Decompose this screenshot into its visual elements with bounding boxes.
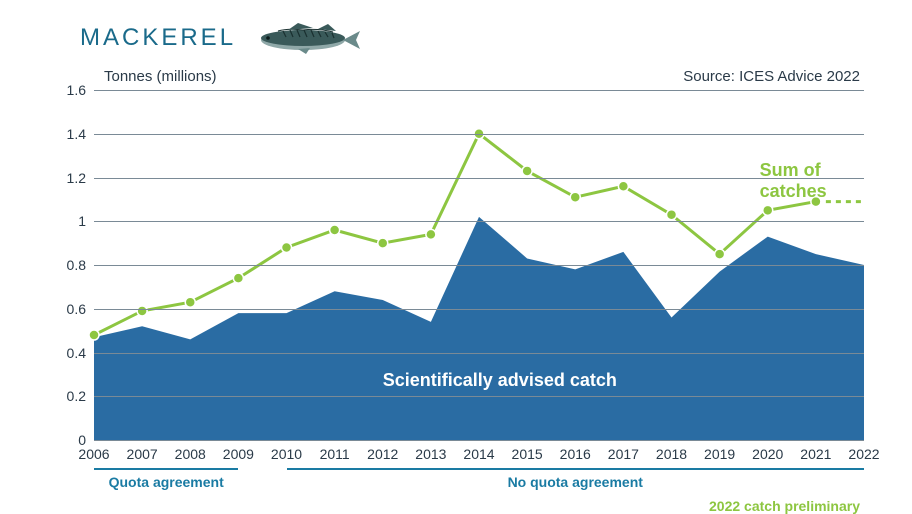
catches-marker xyxy=(137,306,147,316)
x-tick-label: 2014 xyxy=(463,440,494,462)
x-tick-label: 2010 xyxy=(271,440,302,462)
x-tick-label: 2020 xyxy=(752,440,783,462)
catches-marker xyxy=(618,181,628,191)
y-tick-label: 1 xyxy=(64,213,94,229)
y-tick-label: 0.4 xyxy=(64,345,94,361)
period-label: No quota agreement xyxy=(287,474,865,490)
gridline xyxy=(94,309,864,310)
y-tick-label: 1.6 xyxy=(64,82,94,98)
x-tick-label: 2008 xyxy=(175,440,206,462)
catches-marker xyxy=(570,192,580,202)
mackerel-fish-icon xyxy=(248,18,378,58)
x-tick-label: 2017 xyxy=(608,440,639,462)
chart-container: Tonnes (millions) Source: ICES Advice 20… xyxy=(60,68,870,488)
gridline xyxy=(94,396,864,397)
catches-marker xyxy=(233,273,243,283)
x-tick-label: 2012 xyxy=(367,440,398,462)
x-tick-label: 2019 xyxy=(704,440,735,462)
gridline xyxy=(94,265,864,266)
footnote: 2022 catch preliminary xyxy=(709,498,860,514)
catches-marker xyxy=(715,249,725,259)
catches-marker xyxy=(330,225,340,235)
catches-marker xyxy=(426,229,436,239)
plot-area: 00.20.40.60.811.21.41.620062007200820092… xyxy=(94,90,864,440)
gridline xyxy=(94,353,864,354)
x-tick-label: 2013 xyxy=(415,440,446,462)
chart-title: MACKEREL xyxy=(80,24,236,52)
gridline xyxy=(94,178,864,179)
y-tick-label: 0.8 xyxy=(64,257,94,273)
catches-marker xyxy=(378,238,388,248)
gridline xyxy=(94,90,864,91)
period-bar xyxy=(94,468,238,470)
catches-marker xyxy=(282,243,292,253)
source-label: Source: ICES Advice 2022 xyxy=(683,68,860,85)
x-tick-label: 2007 xyxy=(127,440,158,462)
advised-catch-area xyxy=(94,217,864,440)
x-tick-label: 2011 xyxy=(320,440,350,462)
x-tick-label: 2018 xyxy=(656,440,687,462)
catches-marker xyxy=(522,166,532,176)
x-tick-label: 2015 xyxy=(512,440,543,462)
x-tick-label: 2016 xyxy=(560,440,591,462)
catches-marker xyxy=(89,330,99,340)
catches-marker xyxy=(763,205,773,215)
x-tick-label: 2021 xyxy=(800,440,831,462)
y-axis-label: Tonnes (millions) xyxy=(104,68,217,85)
y-tick-label: 0.2 xyxy=(64,388,94,404)
y-tick-label: 0.6 xyxy=(64,301,94,317)
y-tick-label: 1.2 xyxy=(64,170,94,186)
period-bar xyxy=(287,468,865,470)
catches-marker xyxy=(811,197,821,207)
gridline xyxy=(94,134,864,135)
y-tick-label: 1.4 xyxy=(64,126,94,142)
x-tick-label: 2009 xyxy=(223,440,254,462)
catches-marker xyxy=(185,297,195,307)
x-tick-label: 2006 xyxy=(78,440,109,462)
catches-marker xyxy=(667,210,677,220)
gridline xyxy=(94,221,864,222)
period-annotations: Quota agreement No quota agreement xyxy=(94,468,864,498)
period-label: Quota agreement xyxy=(94,474,238,490)
x-tick-label: 2022 xyxy=(848,440,879,462)
